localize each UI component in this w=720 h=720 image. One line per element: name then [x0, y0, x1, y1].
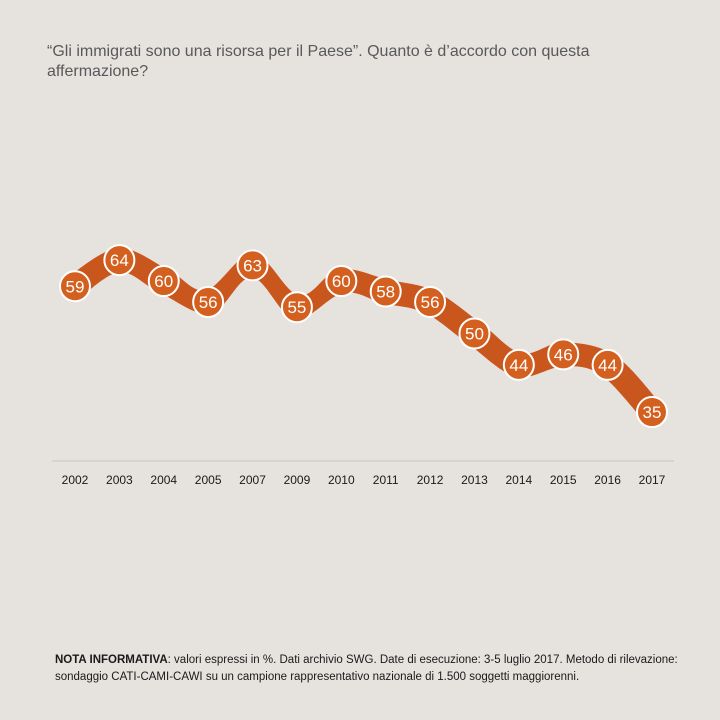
data-point: 59 — [59, 270, 91, 303]
data-point-marker — [458, 317, 491, 350]
x-tick-label: 2004 — [150, 473, 177, 487]
data-point: 44 — [502, 348, 535, 381]
data-label: 44 — [509, 356, 528, 375]
data-point-marker — [147, 265, 180, 298]
x-tick-label: 2016 — [594, 473, 621, 487]
chart-title: “Gli immigrati sono una risorsa per il P… — [47, 43, 590, 80]
data-point: 60 — [325, 265, 358, 298]
info-note: NOTA INFORMATIVA: valori espressi in %. … — [55, 652, 695, 686]
data-point-marker — [369, 275, 402, 308]
data-point-marker — [414, 286, 447, 318]
data-point: 46 — [547, 338, 580, 371]
data-point: 63 — [236, 249, 269, 282]
data-point-marker — [325, 265, 358, 298]
x-tick-label: 2003 — [106, 473, 133, 487]
data-label: 64 — [110, 251, 129, 270]
x-tick-label: 2011 — [373, 473, 399, 487]
x-tick-label: 2015 — [550, 473, 577, 487]
data-point: 55 — [280, 291, 313, 324]
data-label: 55 — [287, 298, 306, 317]
data-point-marker — [236, 249, 269, 282]
data-point-marker — [103, 244, 136, 277]
data-label: 56 — [199, 293, 218, 312]
x-tick-labels: 2002 2003 2004 2005 2007 2009 2010 2011 2012 2013… — [62, 473, 666, 487]
data-label: 60 — [154, 272, 173, 291]
data-point-marker — [192, 286, 225, 318]
x-tick-label: 2012 — [417, 473, 444, 487]
x-tick-label: 2017 — [639, 473, 666, 487]
data-label: 58 — [376, 283, 395, 302]
data-label: 35 — [643, 403, 662, 422]
x-tick-label: 2002 — [62, 473, 89, 487]
data-label: 44 — [598, 356, 617, 375]
x-tick-label: 2014 — [505, 473, 532, 487]
x-tick-label: 2007 — [239, 473, 266, 487]
x-tick-label: 2005 — [195, 473, 222, 487]
data-point-marker — [502, 348, 535, 381]
data-point-marker — [591, 348, 624, 381]
data-point: 56 — [414, 286, 447, 318]
data-point: 60 — [147, 265, 180, 298]
x-tick-label: 2010 — [328, 473, 355, 487]
data-label: 60 — [332, 272, 351, 291]
marker-layer: 59 64 60 56 63 55 60 58 56 50 44 46 44 35 — [59, 244, 668, 429]
data-point-marker — [280, 291, 313, 324]
data-label: 56 — [421, 293, 440, 312]
note-label: NOTA INFORMATIVA — [55, 654, 168, 666]
data-label: 59 — [66, 277, 85, 296]
note-text: : valori espressi in %. Dati archivio SW… — [55, 654, 678, 683]
data-point: 44 — [591, 348, 624, 381]
data-point: 50 — [458, 317, 491, 350]
data-label: 50 — [465, 324, 484, 343]
x-tick-label: 2013 — [461, 473, 488, 487]
data-point-marker — [547, 338, 580, 371]
data-label: 46 — [554, 345, 573, 364]
data-label: 63 — [243, 256, 262, 275]
x-tick-label: 2009 — [284, 473, 311, 487]
data-point: 58 — [369, 275, 402, 308]
data-point: 64 — [103, 244, 136, 277]
data-point-marker — [59, 270, 91, 303]
data-point: 56 — [192, 286, 225, 318]
data-point: 35 — [636, 396, 668, 429]
data-point-marker — [636, 396, 668, 429]
